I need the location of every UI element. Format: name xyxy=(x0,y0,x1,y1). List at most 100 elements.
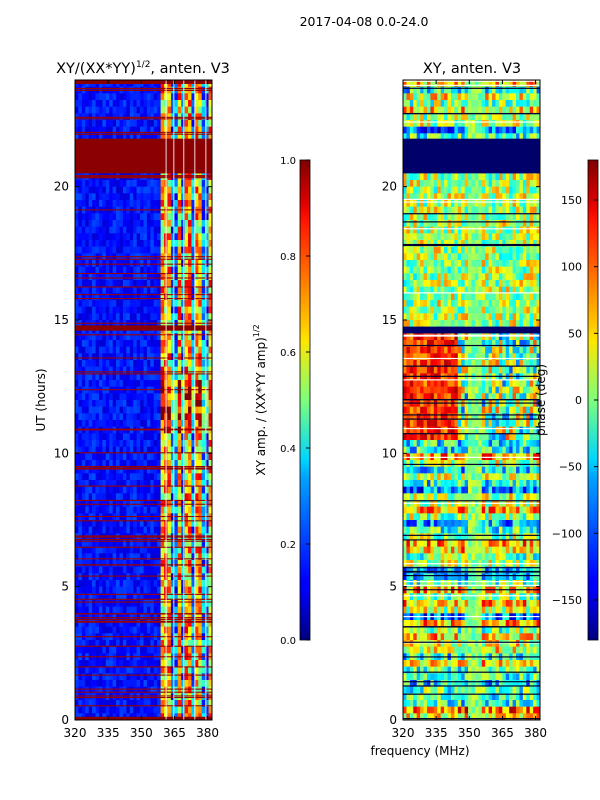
amplitude-cell xyxy=(143,406,148,414)
amplitude-cell xyxy=(157,546,161,554)
amplitude-cell xyxy=(109,346,113,354)
amplitude-cell xyxy=(112,560,117,567)
amplitude-cell xyxy=(205,700,209,707)
amplitude-cell xyxy=(157,413,161,421)
amplitude-cell xyxy=(201,380,206,387)
phase-cell xyxy=(420,213,424,221)
amplitude-cell xyxy=(205,473,209,481)
amplitude-cell xyxy=(157,393,161,401)
amplitude-cell xyxy=(122,580,127,587)
amplitude-cell xyxy=(133,460,137,467)
amplitude-cell xyxy=(112,313,117,321)
phase-cell xyxy=(406,173,411,181)
amplitude-cell xyxy=(109,660,113,667)
phase-cell xyxy=(536,100,540,107)
amplitude-cell xyxy=(85,120,89,127)
phase-cell xyxy=(498,106,503,114)
amplitude-cell xyxy=(116,233,120,241)
phase-cell xyxy=(485,86,489,94)
phase-cell xyxy=(478,240,483,247)
phase-cell xyxy=(512,100,517,107)
amplitude-cell xyxy=(146,693,151,701)
amplitude-cell xyxy=(191,646,196,654)
amplitude-cell xyxy=(81,313,86,321)
amplitude-cell xyxy=(136,133,141,141)
amplitude-cell xyxy=(122,360,127,367)
amplitude-cell xyxy=(126,646,131,654)
phase-cell xyxy=(474,233,479,241)
amplitude-cell xyxy=(78,213,83,221)
amplitude-cell xyxy=(98,353,103,361)
amplitude-cell xyxy=(116,680,120,687)
amplitude-cell xyxy=(116,246,120,254)
amplitude-cell xyxy=(88,526,93,534)
amplitude-cell xyxy=(188,486,192,494)
amplitude-cell xyxy=(150,106,155,114)
amplitude-cell xyxy=(157,266,161,274)
phase-cell xyxy=(481,233,486,241)
amplitude-cell xyxy=(112,673,117,681)
amplitude-cell xyxy=(205,260,209,267)
phase-cell xyxy=(437,186,441,194)
amplitude-cell xyxy=(119,526,124,534)
amplitude-cell xyxy=(194,126,199,134)
amplitude-cell xyxy=(105,700,110,707)
amplitude-cell xyxy=(136,433,141,441)
amplitude-cell xyxy=(119,586,124,594)
amplitude-cell xyxy=(188,406,192,414)
amplitude-cell xyxy=(133,500,137,507)
phase-cell xyxy=(464,133,469,141)
phase-cell xyxy=(440,100,445,107)
amplitude-cell xyxy=(129,560,134,567)
amplitude-cell xyxy=(109,560,113,567)
amplitude-cell xyxy=(122,640,127,647)
amplitude-cell xyxy=(150,126,155,134)
amplitude-cell xyxy=(191,313,196,321)
amplitude-cell xyxy=(167,580,172,587)
amplitude-cell xyxy=(188,606,192,614)
amplitude-cell xyxy=(112,380,117,387)
phase-cell xyxy=(420,100,424,107)
amplitude-cell xyxy=(150,440,155,447)
amplitude-cell xyxy=(119,366,124,374)
amplitude-cell xyxy=(98,586,103,594)
phase-cell xyxy=(502,240,507,247)
phase-cell xyxy=(423,206,428,214)
amplitude-cell xyxy=(191,226,196,234)
amplitude-cell xyxy=(170,280,175,287)
amplitude-cell xyxy=(122,593,127,601)
amplitude-cell xyxy=(140,680,144,687)
amplitude-cell xyxy=(198,706,203,714)
phase-cell xyxy=(416,206,421,214)
phase-cell xyxy=(413,106,417,114)
amplitude-cell xyxy=(129,260,134,267)
amplitude-cell xyxy=(112,500,117,507)
phase-cell xyxy=(505,106,510,114)
phase-cell xyxy=(450,113,455,121)
phase-cell xyxy=(447,93,452,101)
amplitude-cell xyxy=(133,680,137,687)
amplitude-cell xyxy=(98,333,103,341)
amplitude-cell xyxy=(160,300,165,307)
amplitude-cell xyxy=(95,573,100,581)
amplitude-cell xyxy=(129,306,134,314)
amplitude-cell xyxy=(122,520,127,527)
amplitude-cell xyxy=(129,433,134,441)
phase-cell xyxy=(403,100,407,107)
amplitude-cell xyxy=(119,126,124,134)
amplitude-cell xyxy=(92,280,96,287)
amplitude-cell xyxy=(133,606,137,614)
amplitude-cell xyxy=(174,93,179,101)
amplitude-cell xyxy=(157,126,161,134)
amplitude-cell xyxy=(126,660,131,667)
amplitude-cell xyxy=(116,440,120,447)
phase-cell xyxy=(406,193,411,201)
amplitude-cell xyxy=(177,266,182,274)
amplitude-cell xyxy=(143,546,148,554)
amplitude-cell xyxy=(146,613,151,621)
amplitude-cell xyxy=(177,700,182,707)
amplitude-cell xyxy=(109,566,113,574)
amplitude-cell xyxy=(153,406,158,414)
amplitude-cell xyxy=(136,420,141,427)
amplitude-cell xyxy=(208,706,212,714)
